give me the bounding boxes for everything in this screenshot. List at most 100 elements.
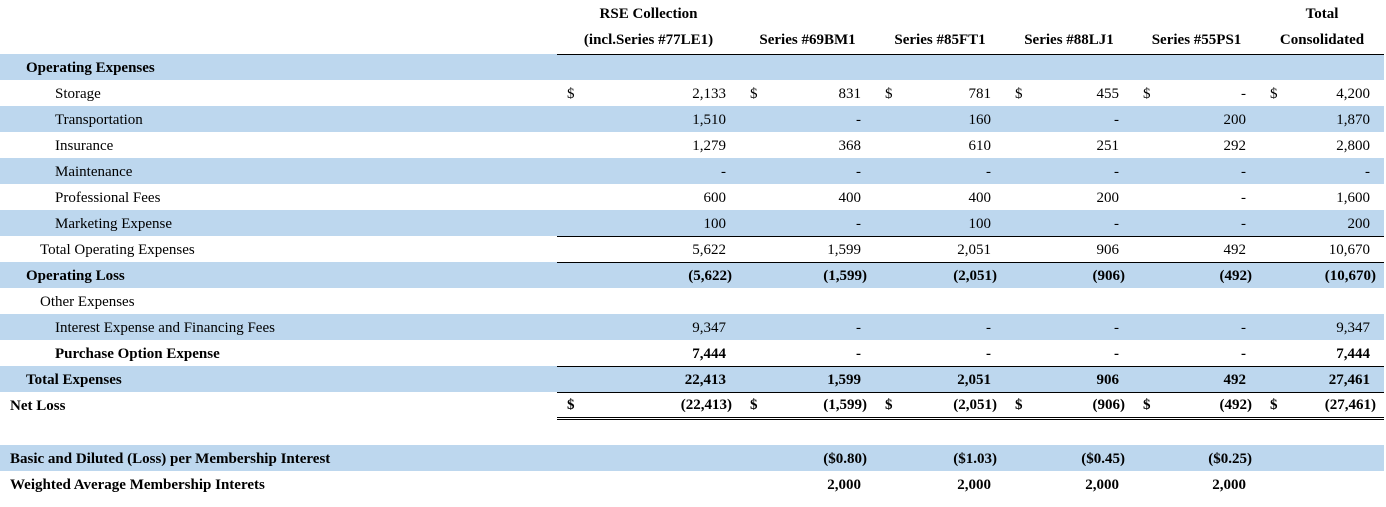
currency-symbol xyxy=(875,365,901,392)
value-cell: 200 xyxy=(1096,190,1120,206)
row-label: Transportation xyxy=(0,106,557,132)
column-header xyxy=(740,0,875,26)
currency-symbol: $ xyxy=(1005,391,1031,420)
value-cell: 10,670 xyxy=(1285,235,1385,262)
currency-symbol: $ xyxy=(1260,391,1286,420)
value-cell: 600 xyxy=(703,190,727,206)
value-cell: - xyxy=(1241,86,1247,102)
value-cell: - xyxy=(765,106,876,132)
currency-symbol: $ xyxy=(740,391,766,420)
table-row: Purchase Option Expense 7,444 - - - - 7,444 xyxy=(0,340,1384,366)
currency-symbol xyxy=(1133,314,1159,340)
currency-symbol xyxy=(875,132,900,158)
row-label: Weighted Average Membership Interets xyxy=(10,477,265,493)
currency-symbol xyxy=(1005,184,1030,210)
currency-symbol: $ xyxy=(1015,86,1023,102)
value-cell: - xyxy=(1241,190,1247,206)
value-cell: - xyxy=(765,314,876,340)
value-cell: (1,599) xyxy=(765,261,876,288)
currency-symbol xyxy=(557,106,582,132)
value-cell: 831 xyxy=(838,86,862,102)
value-cell: (492) xyxy=(1158,391,1261,420)
currency-symbol xyxy=(740,54,766,80)
value-cell: (10,670) xyxy=(1285,261,1385,288)
table-row: Storage $2,133 $831 $781 $455 $ - $4,200 xyxy=(0,80,1384,106)
value-cell: 1,870 xyxy=(1285,106,1385,132)
currency-symbol xyxy=(1133,54,1159,80)
currency-symbol xyxy=(1133,132,1158,158)
currency-symbol xyxy=(1260,261,1286,288)
value-cell: 1,510 xyxy=(582,106,741,132)
value-cell xyxy=(1030,288,1133,314)
currency-symbol xyxy=(1005,158,1031,184)
table-row: Marketing Expense 100-100- -200 xyxy=(0,210,1385,236)
currency-symbol xyxy=(1005,365,1031,392)
value-cell: 2,051 xyxy=(900,365,1006,392)
currency-symbol xyxy=(740,261,766,288)
currency-symbol xyxy=(740,210,766,236)
currency-symbol xyxy=(875,184,900,210)
column-header xyxy=(875,0,1005,26)
table-row: Total Expenses 22,413 1,599 2,051 906 492 27,4… xyxy=(0,365,1385,392)
value-cell: - xyxy=(1114,345,1120,362)
value-cell: (1,599) xyxy=(765,391,876,420)
currency-symbol xyxy=(1260,54,1286,80)
currency-symbol xyxy=(1260,288,1285,314)
value-cell: (906) xyxy=(1030,391,1134,420)
value-cell xyxy=(1158,288,1260,314)
value-cell: 9,347 xyxy=(1285,314,1385,340)
value-cell: - xyxy=(1158,314,1261,340)
currency-symbol xyxy=(1260,340,1285,366)
value-cell: (27,461) xyxy=(1285,391,1385,420)
value-cell: - xyxy=(765,158,876,184)
row-label: Marketing Expense xyxy=(0,210,557,236)
value-cell: 2,800 xyxy=(1336,138,1371,154)
value-cell: ($0.80) xyxy=(765,445,876,471)
value-cell: 455 xyxy=(1096,86,1120,102)
row-label: Operating Loss xyxy=(0,262,557,288)
currency-symbol: $ xyxy=(1270,86,1278,102)
row-label: Maintenance xyxy=(0,158,557,184)
currency-symbol xyxy=(557,158,582,184)
currency-symbol xyxy=(875,471,900,497)
row-label: Purchase Option Expense xyxy=(55,346,220,362)
currency-symbol xyxy=(1005,445,1031,471)
value-cell xyxy=(1285,288,1384,314)
value-cell: 5,622 xyxy=(582,235,741,262)
currency-symbol xyxy=(1005,471,1030,497)
row-label: Insurance xyxy=(55,138,114,154)
value-cell xyxy=(582,288,740,314)
currency-symbol xyxy=(1133,235,1159,262)
value-cell: ($1.03) xyxy=(900,445,1006,471)
currency-symbol: $ xyxy=(875,391,901,420)
currency-symbol xyxy=(740,314,766,340)
currency-symbol xyxy=(875,340,900,366)
header-spacer xyxy=(0,0,557,26)
currency-symbol xyxy=(557,288,582,314)
currency-symbol xyxy=(740,106,766,132)
value-cell xyxy=(1285,445,1385,471)
value-cell xyxy=(900,54,1006,80)
value-cell: 906 xyxy=(1030,235,1134,262)
currency-symbol xyxy=(740,235,766,262)
currency-symbol xyxy=(740,471,765,497)
currency-symbol: $ xyxy=(750,86,758,102)
currency-symbol xyxy=(1133,184,1158,210)
currency-symbol xyxy=(1133,158,1159,184)
value-cell: 292 xyxy=(1223,138,1247,154)
currency-symbol xyxy=(557,261,582,288)
table-row: Insurance 1,279 368 610 251 292 2,800 xyxy=(0,132,1384,158)
column-header: Series #88LJ1 xyxy=(1005,26,1134,55)
currency-symbol xyxy=(875,445,901,471)
value-cell: 2,000 xyxy=(827,477,862,493)
value-cell: 1,599 xyxy=(765,365,876,392)
row-label: Operating Expenses xyxy=(0,54,557,80)
value-cell: - xyxy=(1285,158,1385,184)
header-spacer xyxy=(0,26,557,54)
value-cell: - xyxy=(1241,345,1247,362)
value-cell: - xyxy=(1158,210,1261,236)
table-row: Interest Expense and Financing Fees 9,347… xyxy=(0,314,1385,340)
column-header: Total xyxy=(1305,6,1339,22)
value-cell: - xyxy=(1030,210,1134,236)
table-row: Transportation 1,510-160-200 1,870 xyxy=(0,106,1385,132)
